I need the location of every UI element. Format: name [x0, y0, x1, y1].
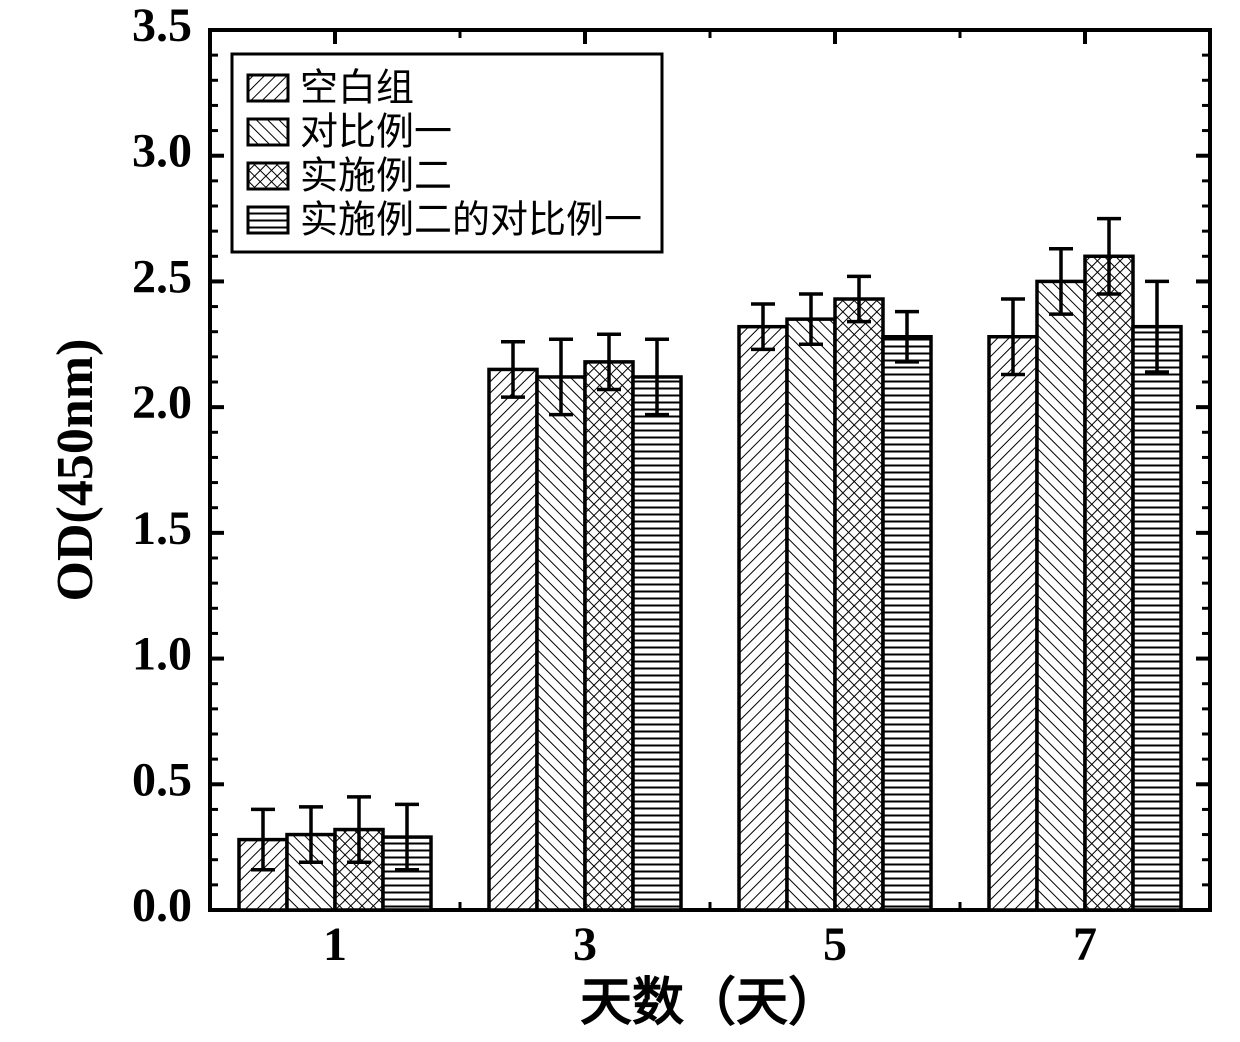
legend-swatch [248, 163, 288, 189]
bar [989, 337, 1037, 910]
bar [835, 299, 883, 910]
bar [633, 377, 681, 910]
legend: 空白组对比例一实施例二实施例二的对比例一 [232, 54, 662, 252]
bar [1133, 327, 1181, 910]
chart-container: 0.0 0.5 1.0 1.5 2.0 2.5 3.0 3.5 OD(450nm) 1 3 5 7 天数（… [0, 0, 1240, 1042]
bar [883, 337, 931, 910]
x-tick-label: 1 [323, 918, 347, 971]
bar [585, 362, 633, 910]
bar [537, 377, 585, 910]
bar [1085, 256, 1133, 910]
y-tick-label: 2.0 [132, 376, 192, 429]
bar [739, 327, 787, 910]
legend-swatch [248, 207, 288, 233]
legend-label: 空白组 [300, 68, 414, 110]
x-axis-label: 天数（天） [580, 974, 840, 1032]
y-tick-label: 3.5 [132, 0, 192, 52]
x-tick-label: 3 [573, 918, 597, 971]
legend-label: 实施例二的对比例一 [300, 200, 642, 242]
y-axis-label: OD(450nm) [47, 339, 104, 602]
y-tick-label: 0.5 [132, 753, 192, 806]
bar [489, 369, 537, 910]
y-tick-label: 0.0 [132, 879, 192, 932]
bar-chart: 0.0 0.5 1.0 1.5 2.0 2.5 3.0 3.5 OD(450nm) 1 3 5 7 天数（… [0, 0, 1240, 1042]
x-tick-label: 5 [823, 918, 847, 971]
legend-swatch [248, 119, 288, 145]
y-tick-label: 2.5 [132, 250, 192, 303]
x-tick-label: 7 [1073, 918, 1097, 971]
y-tick-label: 1.5 [132, 502, 192, 555]
legend-label: 对比例一 [300, 112, 452, 154]
bar [1037, 281, 1085, 910]
legend-label: 实施例二 [300, 156, 452, 198]
y-tick-label: 1.0 [132, 628, 192, 681]
legend-swatch [248, 75, 288, 101]
bar [787, 319, 835, 910]
y-tick-label: 3.0 [132, 125, 192, 178]
